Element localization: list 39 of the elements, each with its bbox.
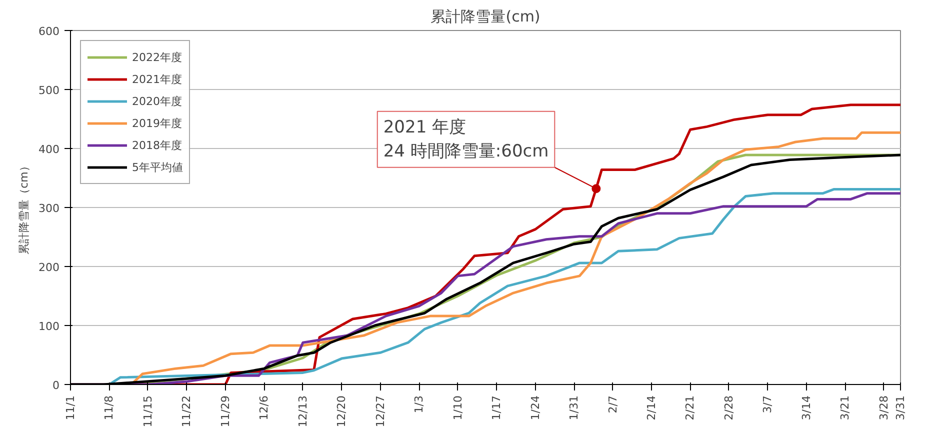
- x-tick-label: 12/13: [296, 395, 310, 428]
- x-tick-label: 1/10: [451, 396, 464, 420]
- x-tick-label: 3/14: [800, 396, 813, 420]
- x-tick-label: 12/27: [374, 395, 387, 428]
- x-tick-label: 3/31: [894, 396, 907, 420]
- y-axis-title: 累計降雪量（cm）: [18, 160, 31, 254]
- annotation: 2021 年度 24 時間降雪量:60cm: [383, 117, 549, 162]
- y-tick-label: 0: [52, 379, 60, 392]
- x-tick-label: 2/28: [722, 396, 736, 420]
- y-tick-label: 100: [38, 320, 60, 333]
- y-tick-label: 500: [38, 84, 60, 97]
- x-tick-label: 12/20: [335, 395, 348, 428]
- legend-label: 5年平均値: [132, 160, 183, 174]
- y-tick-label: 600: [38, 25, 60, 38]
- x-tick-label: 3/28: [877, 396, 890, 420]
- x-tick-label: 11/29: [218, 395, 232, 428]
- x-tick-label: 12/6: [258, 396, 271, 420]
- x-tick-label: 11/22: [180, 395, 194, 428]
- x-tick-label: 1/24: [528, 396, 542, 420]
- legend-label: 2022年度: [132, 50, 182, 64]
- y-tick-label: 200: [38, 261, 60, 274]
- legend-label: 2021年度: [132, 72, 182, 86]
- chart-title: 累計降雪量(cm): [430, 8, 540, 26]
- legend-label: 2018年度: [132, 138, 182, 152]
- x-tick-label: 2/14: [645, 396, 658, 420]
- legend-label: 2020年度: [132, 94, 182, 108]
- x-tick-label: 3/7: [761, 396, 774, 414]
- legend-label: 2019年度: [132, 116, 182, 130]
- y-tick-label: 400: [38, 143, 60, 156]
- x-tick-label: 11/1: [64, 396, 77, 420]
- x-tick-label: 11/15: [141, 395, 154, 428]
- x-tick-label: 1/3: [412, 396, 426, 414]
- x-tick-label: 2/7: [606, 396, 620, 414]
- x-tick-label: 3/21: [838, 396, 852, 420]
- x-tick-label: 2/21: [684, 396, 697, 420]
- x-tick-label: 1/17: [490, 396, 504, 420]
- y-tick-label: 300: [38, 202, 60, 215]
- x-tick-label: 1/31: [568, 396, 581, 420]
- x-tick-label: 11/8: [102, 396, 116, 420]
